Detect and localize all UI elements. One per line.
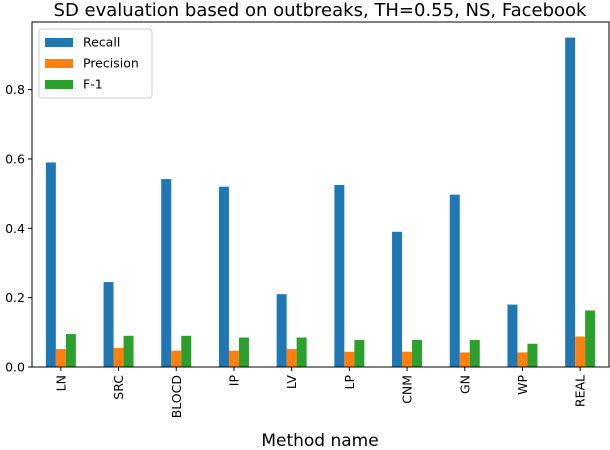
bars-layer [45, 37, 596, 367]
chart-title: SD evaluation based on outbreaks, TH=0.5… [54, 0, 587, 21]
bar-f-1-cnm [412, 339, 423, 367]
y-axis: 0.0 0.2 0.4 0.6 0.8 [5, 82, 32, 375]
x-tick-label-lp: LP [342, 375, 357, 390]
bar-f-1-lp [354, 339, 365, 367]
bar-precision-lp [344, 351, 355, 367]
bar-f-1-lv [296, 337, 307, 367]
bar-precision-blocd [171, 350, 182, 367]
x-tick-label-blocd: BLOCD [169, 375, 184, 418]
bar-f-1-wp [527, 343, 538, 367]
bar-f-1-blocd [181, 335, 192, 367]
y-tick-label: 0.2 [5, 290, 25, 305]
legend-label-precision: Precision [83, 56, 139, 71]
x-axis: LN SRC BLOCD IP LV LP CNM GN WP REAL [53, 367, 588, 418]
legend-label-recall: Recall [83, 35, 120, 50]
plot-frame [31, 21, 610, 368]
bar-recall-cnm [392, 231, 403, 367]
x-tick-label-wp: WP [515, 375, 530, 395]
legend-swatch-recall [45, 38, 73, 47]
bar-precision-cnm [402, 351, 413, 367]
legend-swatch-precision [45, 59, 73, 68]
bar-recall-ln [45, 162, 56, 367]
x-tick-label-cnm: CNM [400, 375, 415, 404]
x-tick-label-ip: IP [226, 375, 241, 387]
x-tick-label-gn: GN [457, 375, 472, 394]
bar-f-1-ip [238, 337, 249, 367]
bar-recall-src [103, 282, 114, 367]
x-tick-label-real: REAL [573, 375, 588, 407]
bar-recall-lv [276, 294, 287, 367]
y-tick-label: 0.8 [5, 82, 25, 97]
y-tick-label: 0.6 [5, 151, 25, 166]
bar-recall-real [565, 37, 576, 367]
bar-recall-blocd [161, 179, 172, 367]
x-axis-label: Method name [261, 431, 378, 450]
bar-f-1-gn [469, 339, 480, 367]
legend-label-f-1: F-1 [83, 77, 103, 92]
bar-recall-ip [218, 186, 229, 367]
legend-swatch-f-1 [45, 80, 73, 89]
bar-recall-gn [449, 194, 460, 367]
bar-f-1-ln [65, 334, 76, 367]
bar-f-1-src [123, 335, 134, 367]
bar-recall-lp [334, 184, 345, 367]
y-tick-label: 0.4 [5, 221, 25, 236]
x-tick-label-ln: LN [53, 375, 68, 391]
y-tick-label: 0.0 [5, 360, 25, 375]
x-tick-label-src: SRC [111, 375, 126, 400]
legend: Recall Precision F-1 [38, 28, 153, 99]
bar-precision-ln [55, 348, 66, 367]
bar-precision-ip [228, 350, 239, 367]
bar-precision-lv [286, 348, 297, 367]
bar-recall-wp [507, 304, 518, 367]
bar-precision-gn [459, 352, 470, 367]
bar-precision-wp [517, 352, 528, 367]
x-tick-label-lv: LV [284, 375, 299, 390]
bar-precision-src [113, 347, 124, 367]
bar-f-1-real [585, 310, 596, 367]
bar-precision-real [575, 336, 586, 367]
